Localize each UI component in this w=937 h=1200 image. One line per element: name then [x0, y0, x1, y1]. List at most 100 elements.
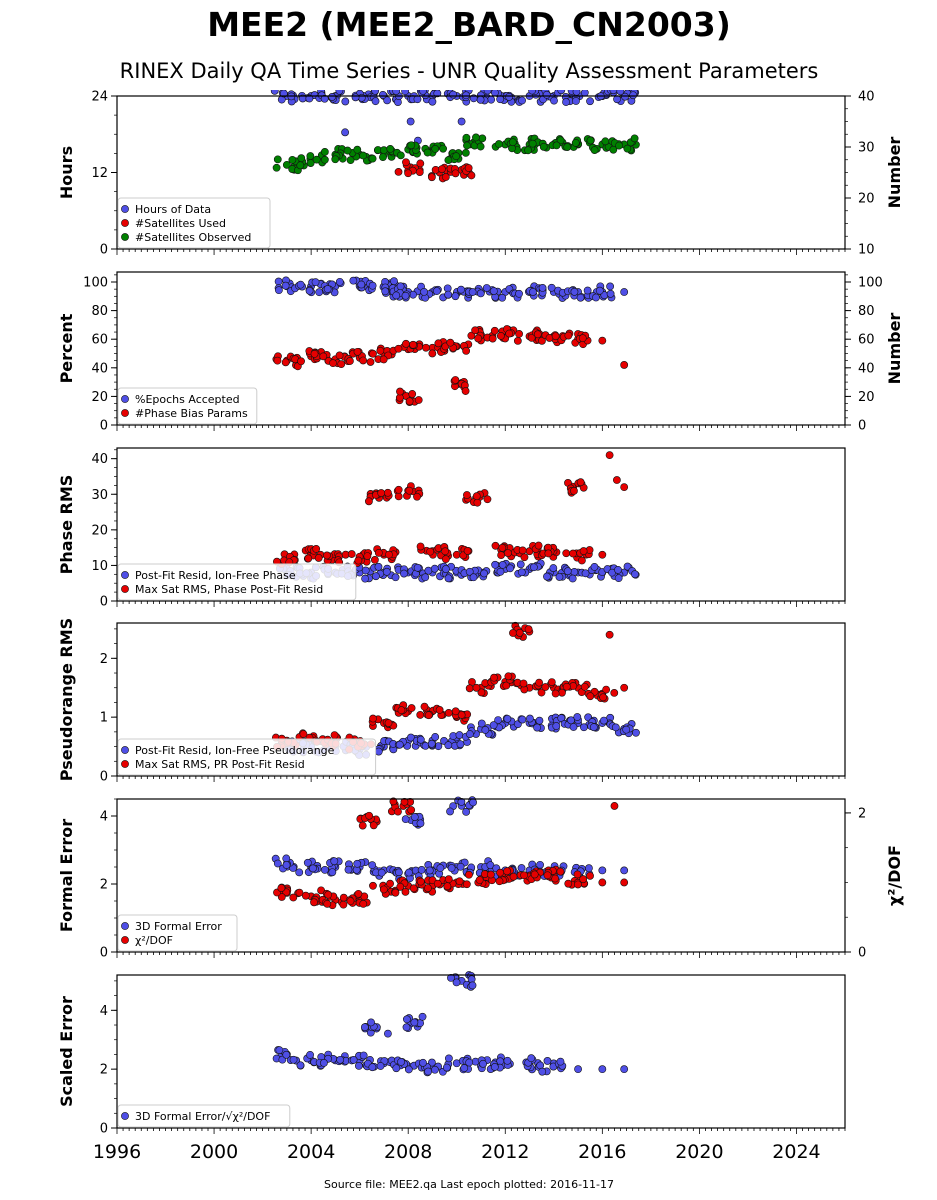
y-tick-label: 0	[100, 1122, 108, 1137]
data-point	[465, 684, 474, 693]
data-point	[395, 740, 404, 749]
data-point	[363, 552, 372, 560]
data-point	[570, 568, 579, 576]
x-tick-label: 2024	[772, 1141, 820, 1163]
data-point	[479, 1059, 487, 1068]
data-point	[336, 1055, 345, 1064]
data-point	[386, 879, 394, 888]
data-point	[320, 155, 329, 164]
data-point	[311, 278, 320, 287]
data-point	[273, 356, 282, 365]
data-point	[527, 1054, 536, 1063]
data-point	[400, 569, 408, 578]
legend-entry: 3D Formal Error/√χ²/DOF	[135, 1110, 270, 1123]
data-point	[538, 284, 547, 292]
data-point	[495, 140, 503, 148]
data-point	[379, 355, 388, 364]
data-point	[551, 332, 560, 341]
data-point	[392, 291, 401, 300]
data-point	[392, 90, 401, 95]
data-point	[611, 723, 620, 732]
data-point	[296, 161, 305, 170]
data-point	[464, 164, 473, 172]
data-point	[489, 721, 498, 730]
data-point	[436, 864, 445, 872]
y-tick-label: 30	[91, 488, 108, 503]
data-point	[586, 871, 594, 880]
data-point	[452, 152, 461, 161]
data-point	[297, 154, 306, 163]
data-point	[381, 287, 390, 296]
data-point	[539, 142, 548, 151]
data-point	[390, 277, 398, 286]
data-point	[515, 330, 523, 338]
data-point	[379, 885, 388, 894]
data-point	[444, 1054, 453, 1063]
legend-marker	[121, 922, 129, 930]
data-point	[535, 716, 544, 725]
series-2	[273, 797, 629, 910]
data-point	[468, 981, 477, 990]
data-point	[457, 117, 466, 126]
data-point	[425, 866, 434, 875]
data-point	[610, 688, 619, 697]
data-point	[551, 874, 559, 883]
points-layer	[272, 971, 629, 1077]
data-point	[452, 550, 461, 559]
data-point	[324, 890, 333, 899]
data-point	[615, 141, 623, 150]
data-point	[427, 173, 436, 182]
y-tick-label: 100	[83, 276, 108, 291]
x-tick-label: 2012	[481, 1141, 529, 1163]
data-point	[529, 288, 537, 296]
data-point	[368, 861, 377, 870]
data-point	[413, 95, 422, 104]
data-point	[289, 1055, 298, 1064]
data-point	[402, 1023, 411, 1032]
data-point	[391, 573, 400, 582]
series-3	[272, 133, 640, 175]
data-point	[382, 567, 391, 576]
data-point	[520, 871, 528, 880]
data-point	[347, 550, 356, 558]
y-tick-label: 60	[91, 333, 108, 348]
data-point	[358, 821, 367, 830]
data-point	[415, 168, 424, 177]
data-point	[427, 739, 436, 748]
data-point	[430, 564, 439, 573]
legend-marker	[121, 1112, 129, 1120]
data-point	[483, 495, 492, 504]
data-point	[490, 326, 499, 335]
y-tick-label: 10	[91, 559, 108, 574]
data-point	[526, 714, 534, 723]
data-point	[490, 673, 498, 682]
legend-marker	[121, 760, 129, 768]
data-point	[435, 706, 444, 714]
legend-entry: Max Sat RMS, Phase Post-Fit Resid	[135, 583, 323, 596]
data-point	[401, 815, 410, 824]
y-right-tick-label: 30	[858, 141, 875, 156]
data-point	[376, 1062, 385, 1070]
data-point	[330, 857, 339, 866]
data-point	[629, 91, 638, 100]
data-point	[468, 288, 477, 296]
data-point	[610, 802, 619, 810]
legend-marker	[121, 409, 129, 417]
data-point	[405, 868, 413, 877]
legend-marker	[121, 205, 129, 213]
data-point	[329, 359, 337, 368]
data-point	[366, 358, 375, 366]
points-layer	[272, 451, 640, 583]
data-point	[455, 731, 464, 739]
data-point	[379, 146, 388, 155]
data-point	[602, 685, 611, 694]
legend: %Epochs Accepted#Phase Bias Params	[117, 387, 258, 425]
data-point	[476, 289, 485, 298]
data-point	[416, 877, 425, 886]
data-point	[437, 165, 446, 174]
x-tick-label: 1996	[93, 1141, 141, 1163]
data-point	[504, 549, 512, 557]
data-point	[620, 288, 629, 296]
x-tick-label: 2016	[578, 1141, 626, 1163]
